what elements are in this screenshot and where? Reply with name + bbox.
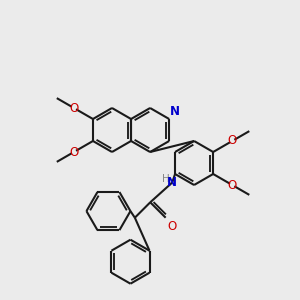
Text: O: O — [228, 178, 237, 191]
Text: O: O — [168, 220, 177, 233]
Text: N: N — [167, 176, 177, 189]
Text: H: H — [162, 175, 170, 184]
Text: N: N — [170, 105, 180, 118]
Text: O: O — [69, 146, 79, 158]
Text: O: O — [228, 134, 237, 148]
Text: O: O — [69, 101, 79, 115]
